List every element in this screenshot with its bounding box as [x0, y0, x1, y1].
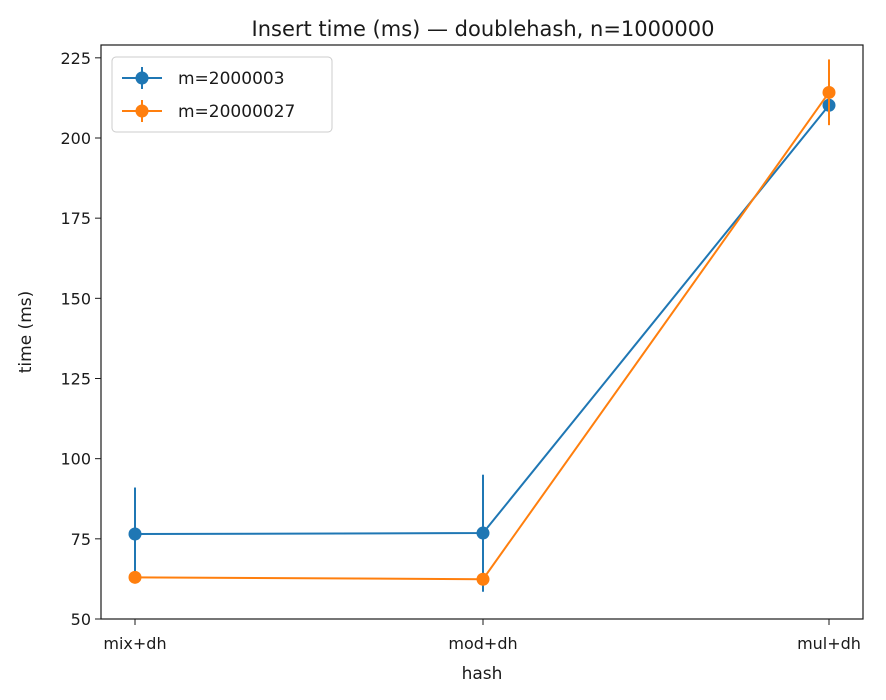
x-axis: mix+dh mod+dh mul+dh	[103, 619, 861, 653]
x-axis-label: hash	[462, 664, 503, 684]
y-tick-label: 200	[60, 129, 91, 148]
legend-label: m=2000003	[178, 69, 285, 89]
y-tick-label: 75	[71, 530, 91, 549]
y-axis-label: time (ms)	[16, 291, 36, 374]
data-point	[128, 570, 142, 584]
data-point	[128, 527, 142, 541]
y-tick-label: 100	[60, 450, 91, 469]
x-tick-label: mix+dh	[103, 634, 166, 653]
legend-label: m=20000027	[178, 102, 295, 122]
data-point	[822, 85, 836, 99]
series-1	[128, 98, 836, 592]
y-tick-label: 50	[71, 610, 91, 629]
y-tick-label: 150	[60, 289, 91, 308]
chart-title: Insert time (ms) — doublehash, n=1000000	[252, 17, 715, 41]
series-line	[134, 104, 830, 536]
series-layer	[128, 59, 836, 592]
y-axis: 50 75 100 125 150 175 200 225	[60, 49, 101, 629]
y-tick-label: 125	[60, 369, 91, 388]
legend-box	[111, 56, 333, 133]
legend: m=2000003 m=20000027	[111, 56, 333, 133]
y-tick-label: 175	[60, 209, 91, 228]
y-tick-label: 225	[60, 49, 91, 68]
plot-frame	[100, 44, 864, 620]
data-point	[476, 572, 490, 586]
series-2	[128, 59, 836, 586]
legend-marker	[135, 104, 149, 118]
x-tick-label: mul+dh	[797, 634, 861, 653]
data-point	[476, 526, 490, 540]
x-tick-label: mod+dh	[448, 634, 517, 653]
legend-marker	[135, 71, 149, 85]
